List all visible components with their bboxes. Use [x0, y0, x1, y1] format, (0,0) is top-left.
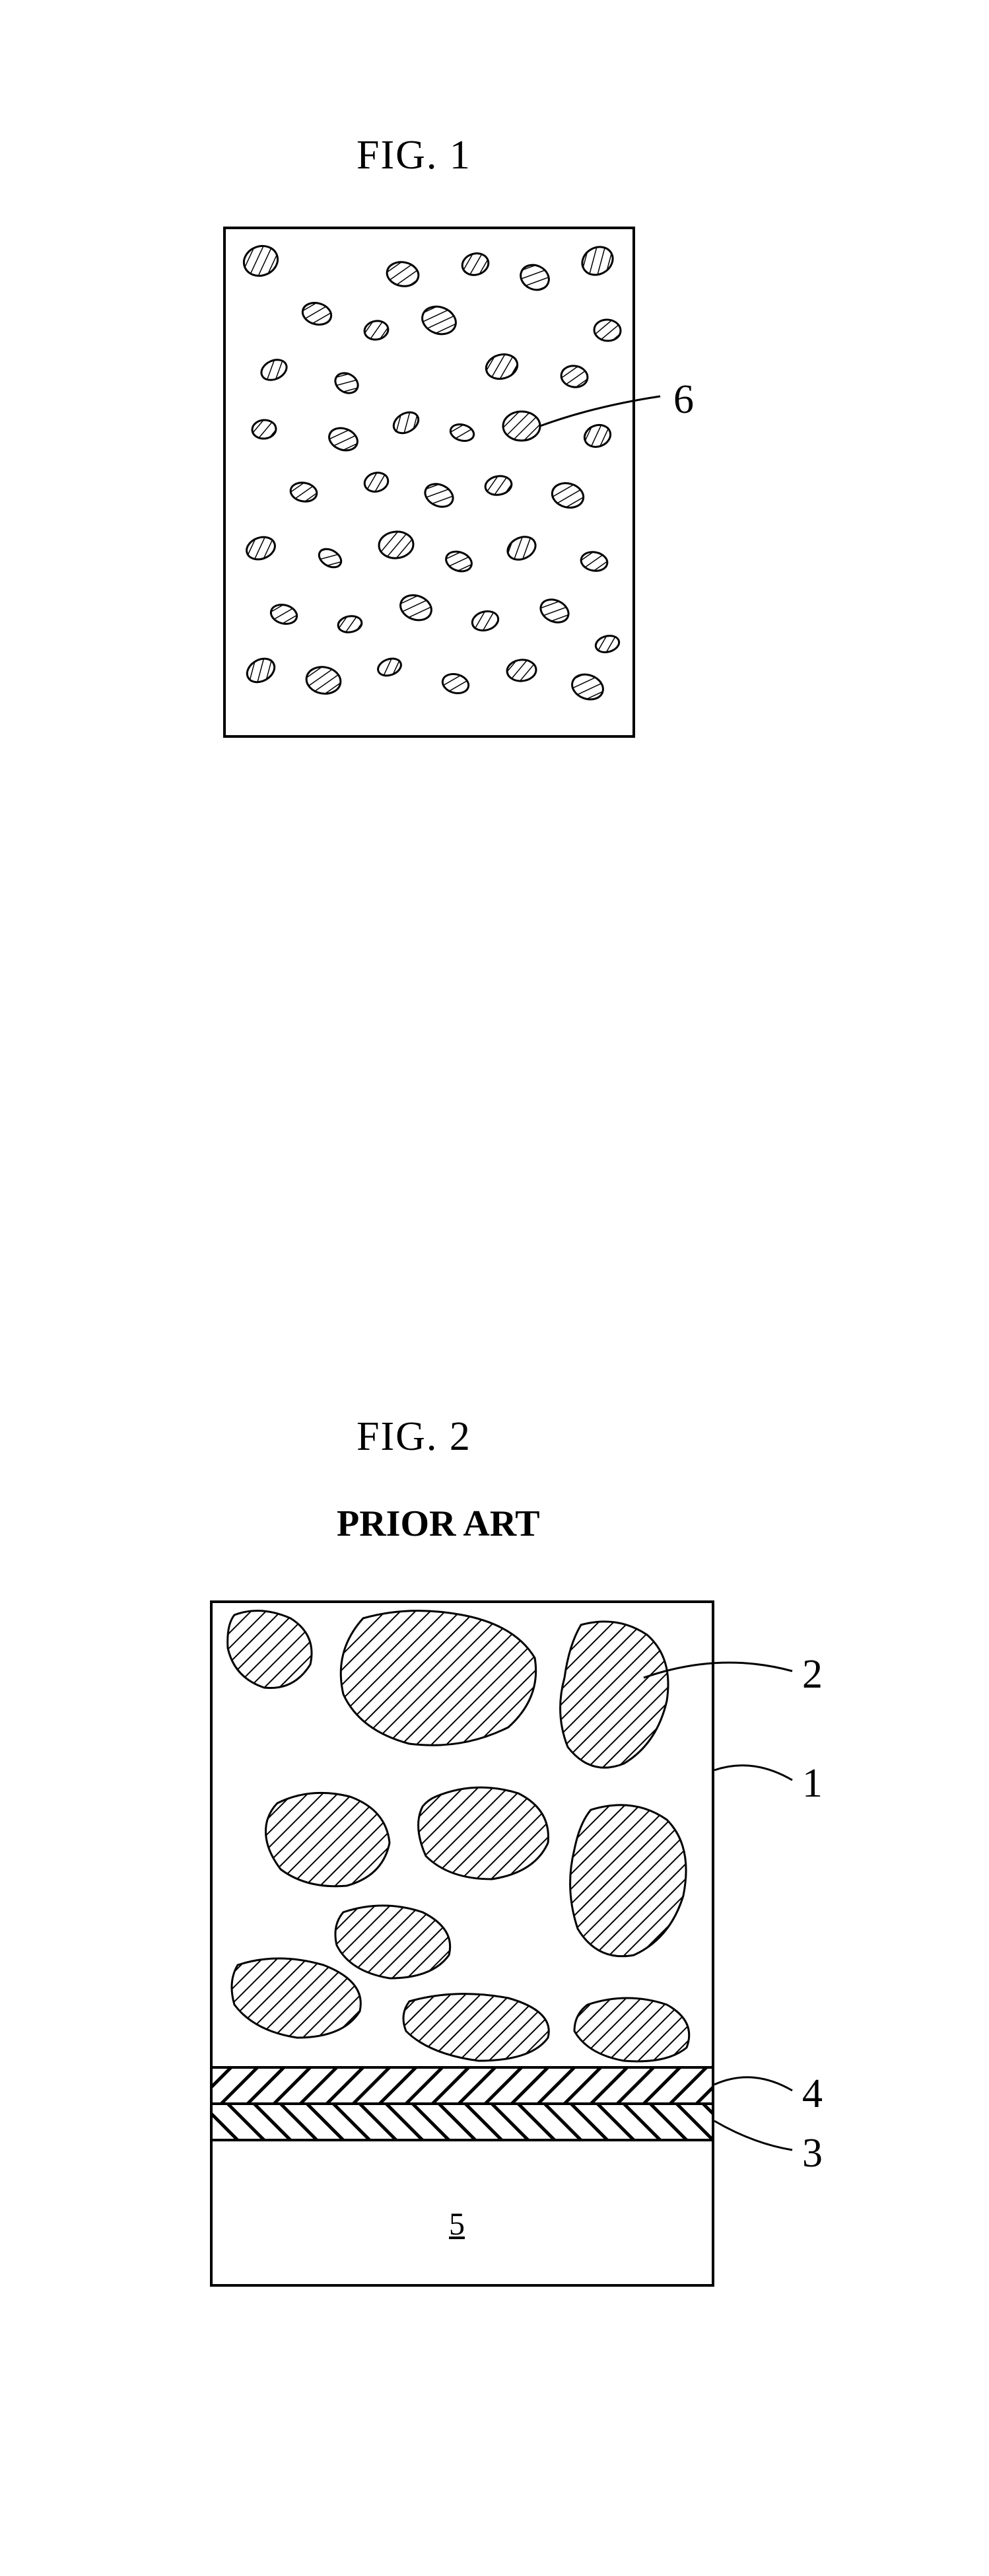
fig1-particle — [504, 532, 539, 564]
fig1-diagram — [0, 0, 989, 859]
fig1-particle — [378, 530, 414, 559]
fig1-particle — [252, 419, 277, 439]
fig2-blob — [403, 1994, 549, 2061]
fig1-particle — [516, 260, 553, 294]
fig2-blob — [232, 1958, 360, 2038]
fig1-particle — [460, 250, 491, 277]
fig1-particle — [289, 481, 318, 504]
fig1-particle — [362, 470, 390, 494]
fig2-leader-line — [714, 2121, 792, 2150]
fig1-particle — [397, 591, 434, 624]
fig1-particle — [503, 411, 540, 441]
fig1-particle — [568, 670, 606, 703]
page: FIG. 1 6 FIG. 2 PRIOR ART 2143 5 — [0, 0, 989, 2528]
fig1-particle — [580, 550, 609, 573]
fig2-layer4 — [211, 2067, 713, 2104]
fig1-particle — [594, 318, 622, 341]
fig2-blob — [561, 1622, 668, 1768]
fig1-particle — [449, 422, 476, 443]
fig1-particle — [537, 595, 572, 627]
fig1-particle — [390, 408, 423, 437]
fig1-particle — [560, 364, 590, 389]
fig1-particle — [269, 602, 299, 626]
fig1-particle — [300, 300, 334, 328]
fig1-particle — [240, 241, 282, 280]
fig2-blob — [228, 1611, 312, 1688]
fig1-particle — [304, 664, 343, 696]
fig1-particle — [440, 671, 471, 696]
fig1-particle — [326, 424, 360, 454]
fig2-diagram — [0, 1189, 989, 2576]
fig1-particle — [549, 480, 586, 511]
fig1-particle — [258, 356, 290, 384]
fig1-particle — [337, 614, 363, 634]
fig2-blob — [570, 1805, 687, 1956]
fig1-particle — [376, 656, 403, 679]
fig1-particle — [244, 533, 278, 563]
fig1-particle — [582, 421, 614, 450]
fig1-particle — [483, 351, 520, 382]
fig1-particle — [506, 659, 537, 682]
fig2-layer3 — [211, 2104, 713, 2140]
fig1-particle — [594, 633, 621, 655]
fig2-blob — [341, 1611, 535, 1746]
fig1-box — [224, 228, 634, 736]
fig1-particle — [484, 474, 513, 497]
fig1-particle — [421, 480, 456, 511]
fig1-particle — [331, 369, 361, 397]
fig1-particle — [385, 260, 421, 289]
fig1-particle — [363, 319, 390, 341]
fig2-blob — [574, 1998, 689, 2061]
fig2-blob — [335, 1906, 450, 1978]
fig2-blob — [266, 1793, 390, 1886]
fig1-particle — [316, 546, 344, 571]
fig1-particle — [243, 654, 279, 687]
fig1-particle — [419, 302, 460, 338]
fig2-blob — [419, 1787, 549, 1879]
fig2-leader-line — [714, 1766, 792, 1780]
fig1-leader-line — [540, 396, 660, 426]
fig1-particle — [443, 548, 474, 575]
fig2-leader-line — [714, 2077, 792, 2091]
fig1-particle — [577, 242, 618, 281]
fig1-particle — [470, 608, 500, 633]
